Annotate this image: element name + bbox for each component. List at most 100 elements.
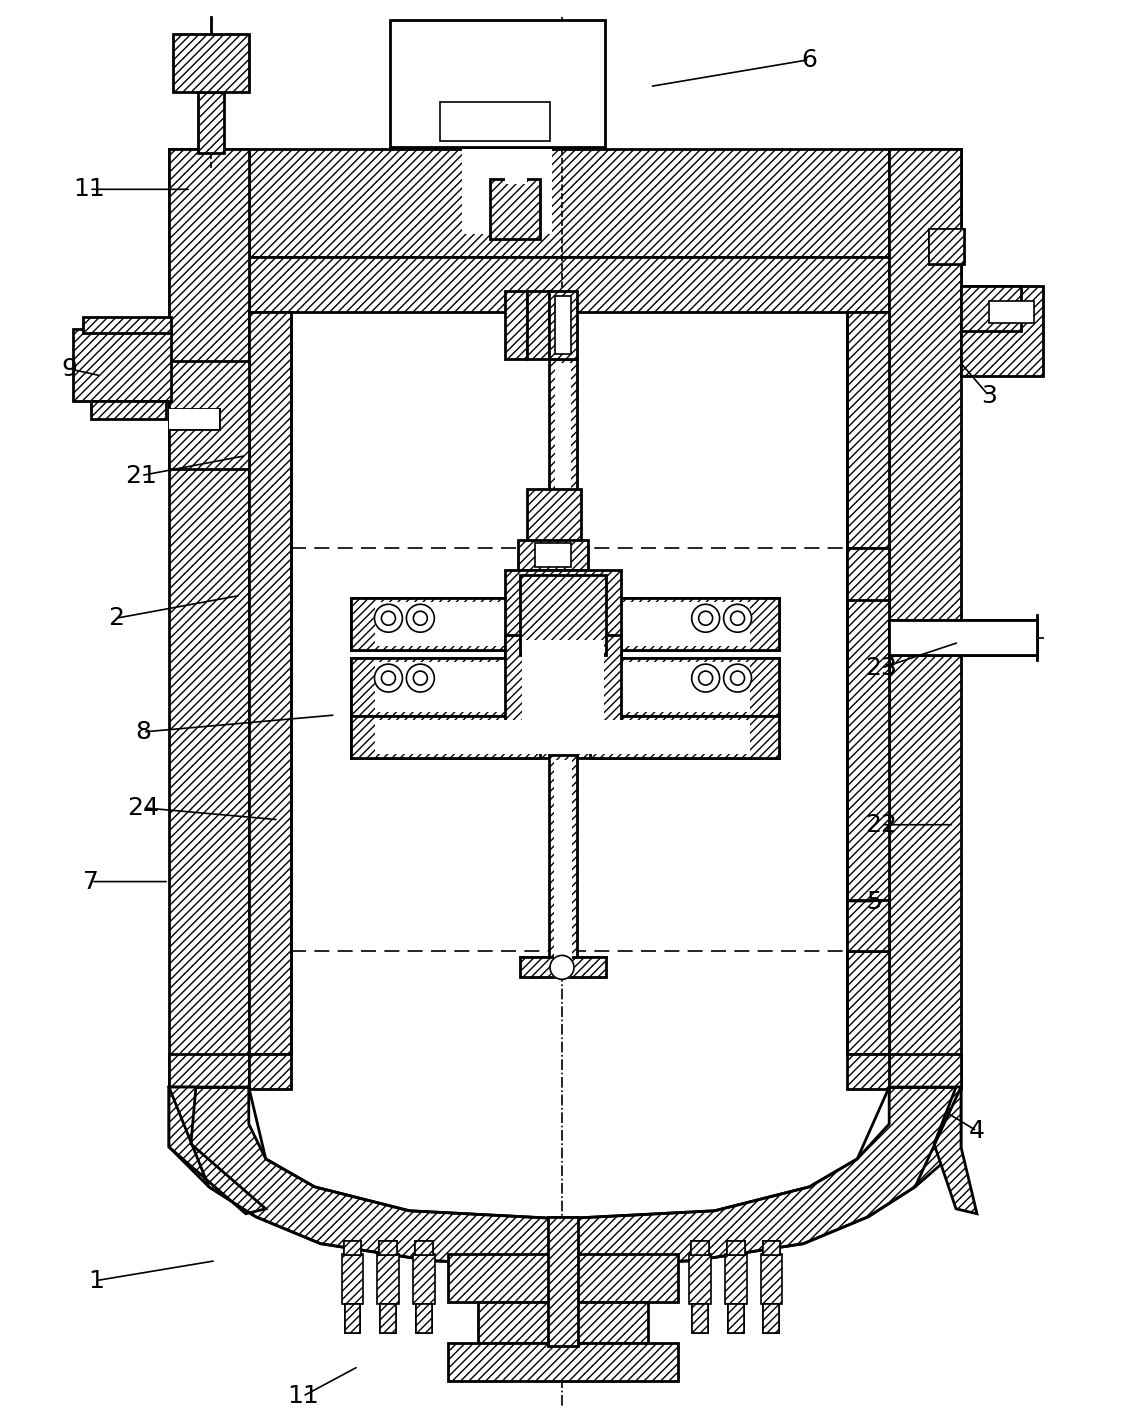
- Circle shape: [692, 604, 720, 633]
- Bar: [929, 230, 964, 264]
- Circle shape: [692, 664, 720, 693]
- Bar: [198, 91, 223, 153]
- Bar: [522, 640, 604, 735]
- Polygon shape: [168, 1087, 961, 1267]
- Bar: [520, 957, 606, 977]
- Bar: [889, 150, 961, 311]
- Bar: [375, 720, 749, 754]
- Bar: [692, 1304, 707, 1334]
- Bar: [416, 1241, 433, 1255]
- Bar: [847, 900, 889, 951]
- Bar: [168, 150, 939, 257]
- Bar: [173, 34, 249, 91]
- Bar: [727, 1241, 745, 1255]
- Bar: [527, 488, 581, 544]
- Bar: [375, 603, 749, 645]
- Bar: [548, 1217, 578, 1347]
- Bar: [505, 570, 621, 660]
- Text: 22: 22: [865, 813, 897, 837]
- Bar: [847, 1054, 889, 1090]
- Bar: [518, 540, 588, 570]
- Bar: [249, 1054, 291, 1090]
- Bar: [344, 1241, 362, 1255]
- Circle shape: [550, 955, 574, 980]
- Bar: [724, 1254, 747, 1304]
- Bar: [168, 408, 219, 428]
- Bar: [381, 1304, 396, 1334]
- Bar: [341, 1254, 364, 1304]
- Circle shape: [374, 664, 402, 693]
- Bar: [889, 620, 1037, 655]
- Bar: [764, 1304, 779, 1334]
- Bar: [417, 1304, 432, 1334]
- Text: 5: 5: [866, 890, 882, 914]
- Bar: [417, 1304, 432, 1334]
- Bar: [381, 1304, 396, 1334]
- Bar: [691, 1241, 709, 1255]
- Bar: [763, 1241, 780, 1255]
- Bar: [416, 1241, 433, 1255]
- Bar: [763, 1241, 780, 1255]
- Circle shape: [723, 664, 751, 693]
- Bar: [728, 1304, 743, 1334]
- Bar: [520, 575, 606, 655]
- Bar: [490, 180, 540, 238]
- Bar: [249, 311, 291, 1054]
- Bar: [555, 296, 570, 354]
- Bar: [555, 363, 570, 507]
- Bar: [590, 715, 779, 758]
- Text: 1: 1: [89, 1268, 104, 1292]
- Bar: [413, 1254, 436, 1304]
- Bar: [728, 1304, 743, 1334]
- Text: 21: 21: [125, 464, 157, 487]
- Bar: [847, 311, 889, 1054]
- Bar: [760, 1254, 783, 1304]
- Bar: [448, 1344, 677, 1381]
- Text: 11: 11: [73, 177, 106, 201]
- Bar: [961, 286, 1021, 331]
- Polygon shape: [168, 1087, 266, 1214]
- Bar: [549, 358, 577, 514]
- Circle shape: [407, 664, 435, 693]
- Text: 11: 11: [286, 1384, 319, 1408]
- Bar: [168, 1054, 249, 1090]
- Bar: [350, 598, 779, 650]
- Bar: [350, 658, 779, 715]
- Bar: [168, 150, 249, 257]
- Bar: [83, 317, 171, 333]
- Bar: [535, 544, 570, 567]
- Bar: [249, 257, 892, 311]
- Bar: [344, 1241, 362, 1255]
- Text: 4: 4: [969, 1120, 985, 1142]
- Bar: [73, 328, 171, 401]
- Text: 24: 24: [127, 795, 159, 820]
- Bar: [377, 1254, 400, 1304]
- Bar: [478, 1301, 648, 1344]
- Bar: [961, 286, 1043, 376]
- Bar: [391, 20, 605, 147]
- Text: 23: 23: [865, 655, 897, 680]
- Bar: [847, 548, 889, 600]
- Bar: [440, 101, 550, 141]
- Bar: [380, 1241, 398, 1255]
- Bar: [350, 598, 545, 650]
- Bar: [463, 150, 553, 234]
- Bar: [345, 1304, 360, 1334]
- Circle shape: [723, 604, 751, 633]
- Bar: [692, 1304, 707, 1334]
- Bar: [350, 715, 779, 758]
- Bar: [929, 230, 964, 264]
- Bar: [448, 1254, 677, 1301]
- Bar: [520, 575, 606, 655]
- Bar: [989, 301, 1034, 323]
- Bar: [554, 760, 572, 964]
- Bar: [350, 715, 540, 758]
- Bar: [375, 663, 749, 713]
- Bar: [764, 1304, 779, 1334]
- Bar: [505, 150, 527, 184]
- Bar: [590, 658, 779, 715]
- Bar: [549, 755, 577, 970]
- Bar: [380, 1241, 398, 1255]
- Bar: [345, 1304, 360, 1334]
- Text: 6: 6: [802, 47, 818, 71]
